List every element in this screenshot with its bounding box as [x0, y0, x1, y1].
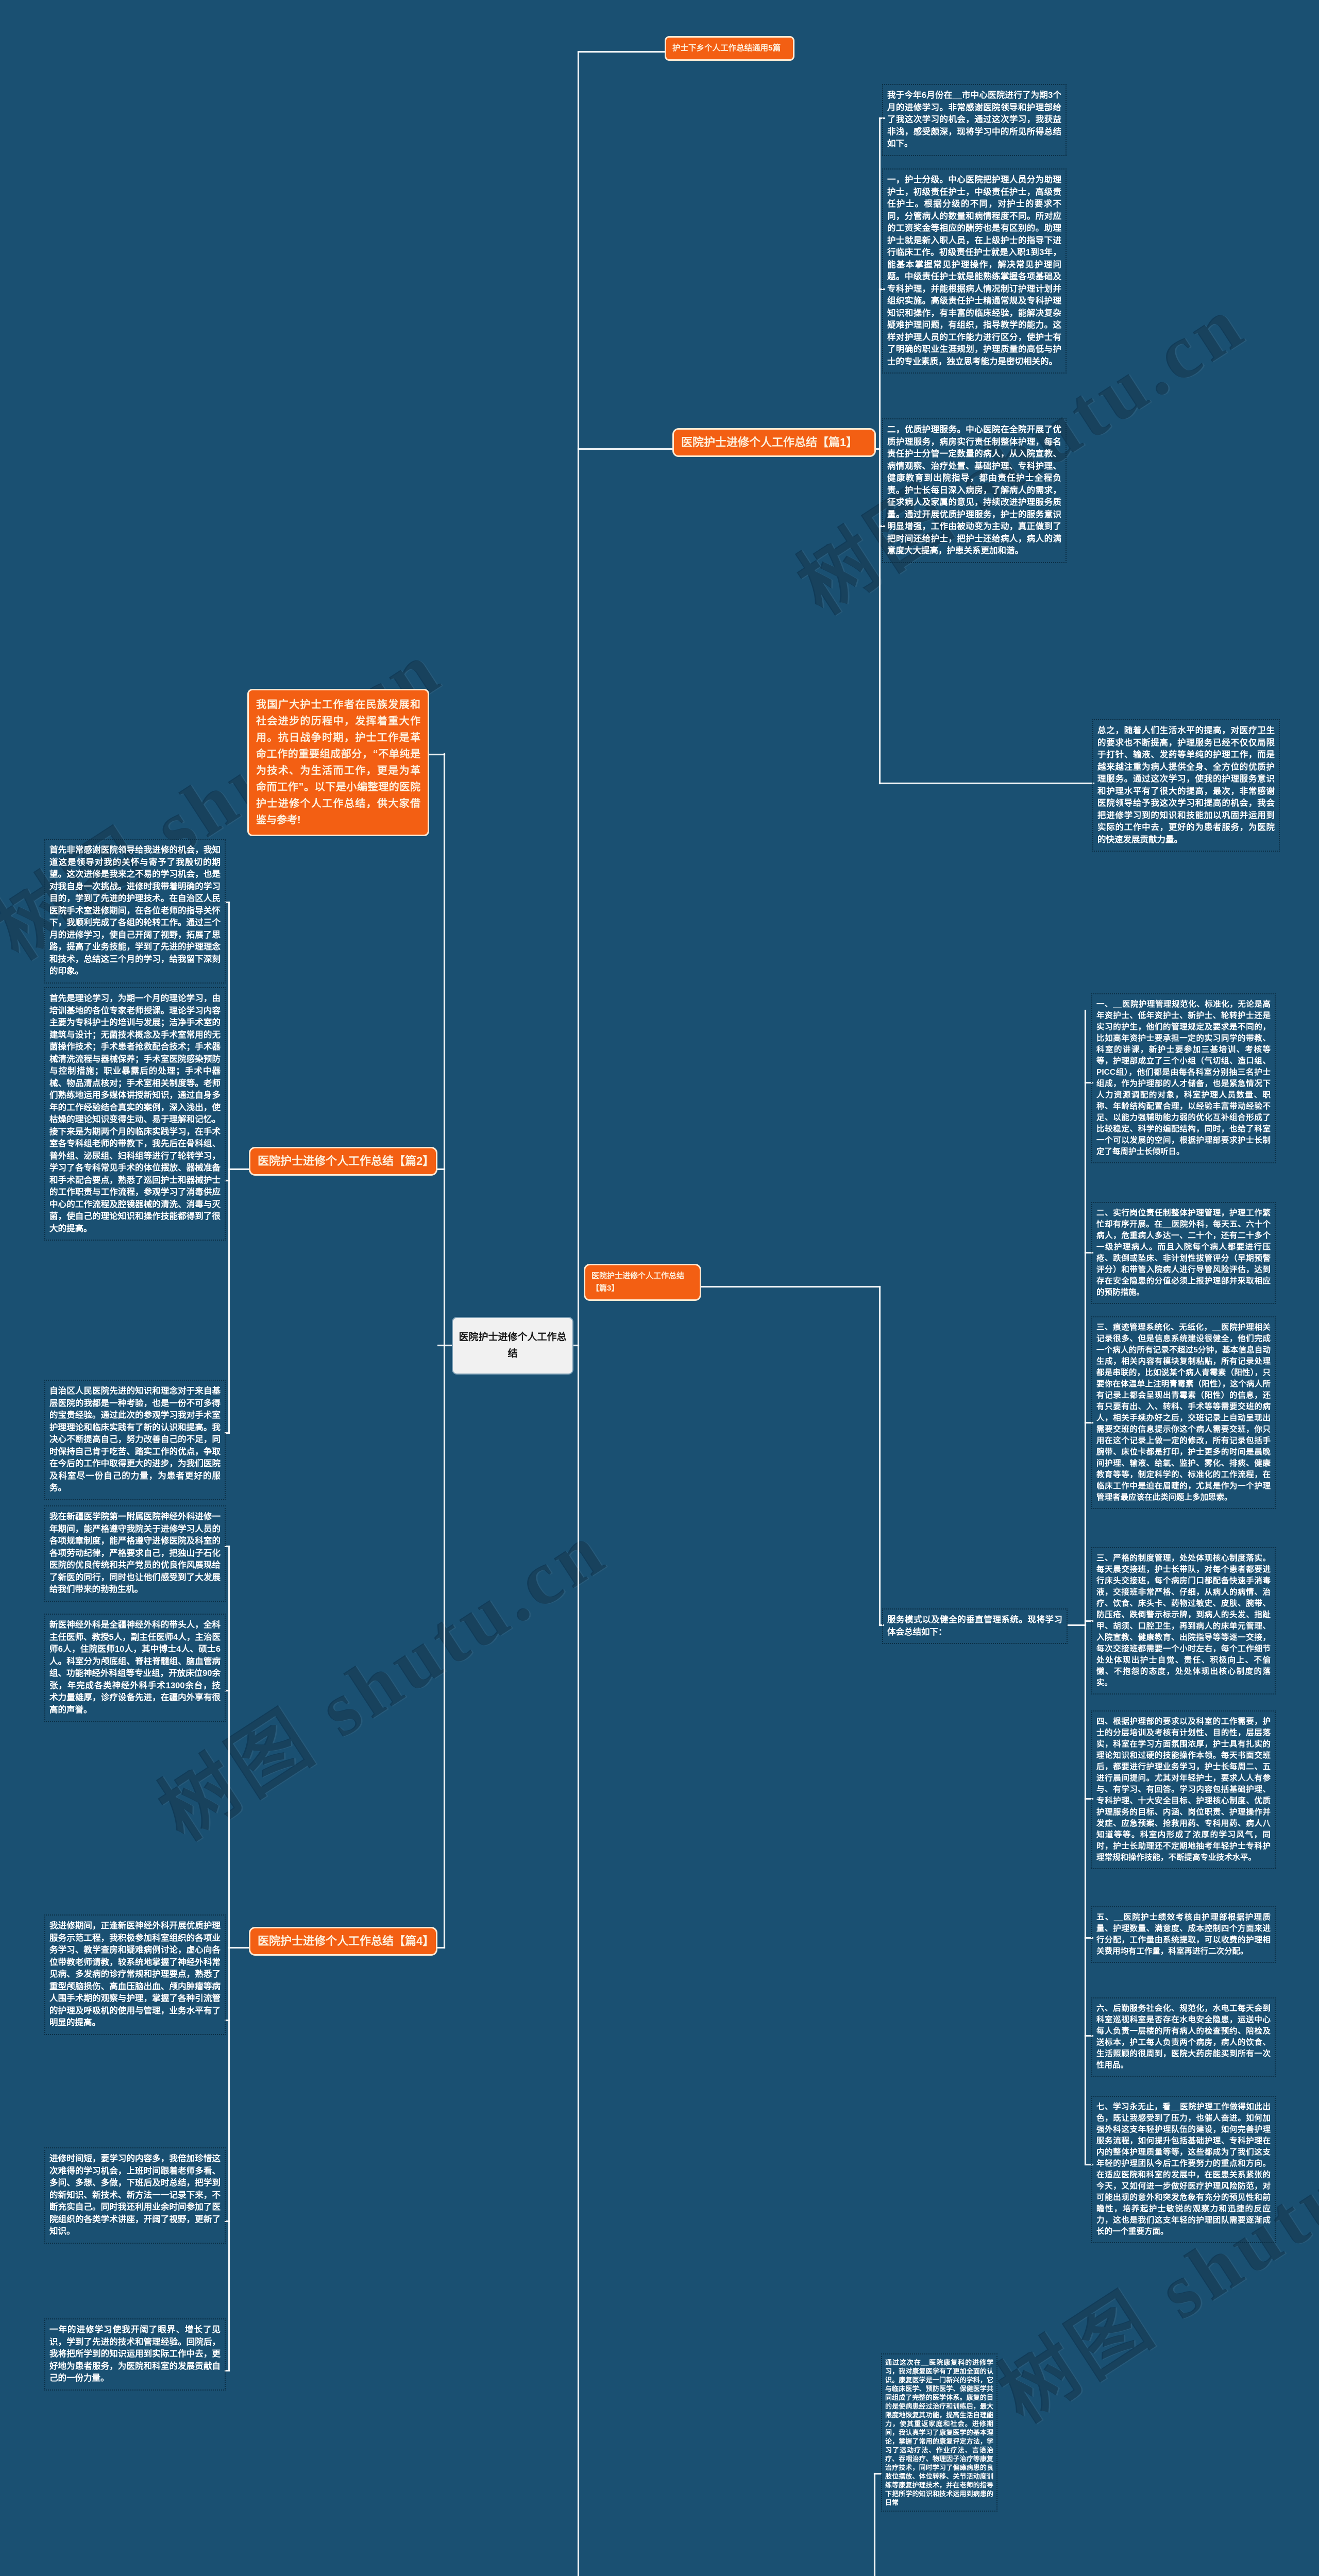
- connector-line: [437, 1345, 453, 1346]
- central-topic-node[interactable]: 医院护士进修个人工作总结: [452, 1317, 573, 1375]
- connector-line: [874, 2473, 882, 2475]
- paragraph-node[interactable]: 服务模式以及健全的垂直管理系统。现将学习体会总结如下：: [882, 1608, 1068, 1644]
- branch-title-3[interactable]: 医院护士进修个人工作总结【篇3】: [584, 1264, 701, 1301]
- branch-title-1[interactable]: 医院护士进修个人工作总结【篇1】: [672, 428, 876, 457]
- connector-line: [573, 1345, 579, 1346]
- connector-line: [1085, 1422, 1093, 1423]
- connector-line: [429, 754, 445, 755]
- connector-line: [879, 783, 1094, 784]
- connector-line: [225, 902, 230, 903]
- watermark: 树图 shutu.cn: [0, 2565, 454, 2576]
- paragraph-node[interactable]: 我在新疆医学院第一附属医院神经外科进修一年期间，能严格遵守我院关于进修学习人员的…: [44, 1505, 226, 1602]
- paragraph-node[interactable]: 一年的进修学习使我开阔了眼界、增长了见识，学到了先进的技术和管理经验。回院后，我…: [44, 2318, 226, 2391]
- paragraph-node[interactable]: 五、__医院护士绩效考核由护理部根据护理质量、护理数量、满意度、成本控制四个方面…: [1091, 1906, 1276, 1963]
- connector-line: [1085, 2035, 1093, 2037]
- connector-line: [578, 51, 666, 53]
- connector-line: [874, 2473, 875, 2576]
- connector-line: [225, 1432, 230, 1434]
- connector-line: [228, 1168, 250, 1170]
- connector-line: [876, 448, 881, 450]
- top-title-node[interactable]: 护士下乡个人工作总结通用5篇: [665, 36, 794, 61]
- connector-line: [1085, 1010, 1086, 2164]
- paragraph-node[interactable]: 二，优质护理服务。中心医院在全院开展了优质护理服务，病房实行责任制整体护理，每名…: [882, 418, 1067, 563]
- connector-line: [225, 2221, 230, 2222]
- paragraph-node[interactable]: 七、学习永无止，看__医院护理工作做得如此出色，既让我感受到了压力，也催人奋进。…: [1091, 2096, 1276, 2243]
- paragraph-node[interactable]: 新医神经外科是全疆神经外科的带头人，全科主任医师、教授5人，副主任医师4人，主治…: [44, 1614, 226, 1722]
- paragraph-node[interactable]: 我进修期间，正逢新医神经外科开展优质护理服务示范工程，我积极参加科室组织的各项业…: [44, 1914, 226, 2035]
- connector-line: [225, 2370, 230, 2371]
- paragraph-node[interactable]: 我于今年6月份在__市中心医院进行了为期3个月的进修学习。非常感谢医院领导和护理…: [882, 84, 1067, 156]
- connector-line: [879, 1286, 881, 1626]
- central-topic-label: 医院护士进修个人工作总结: [459, 1332, 567, 1359]
- paragraph-node[interactable]: 自治区人民医院先进的知识和理念对于来自基层医院的我都是一种考验，也是一份不可多得…: [44, 1380, 226, 1500]
- paragraph-node[interactable]: 总之，随着人们生活水平的提高，对医疗卫生的要求也不断提高，护理服务已经不仅仅局限…: [1092, 719, 1280, 852]
- paragraph-node[interactable]: 首先非常感谢医院领导给我进修的机会，我知道这是领导对我的关怀与寄予了我殷切的期望…: [44, 839, 226, 984]
- connector-line: [1085, 1082, 1093, 1083]
- connector-line: [437, 1947, 445, 1948]
- connector-line: [1085, 1798, 1093, 1800]
- paragraph-node[interactable]: 通过这次在__医院康复科的进修学习，我对康复医学有了更加全面的认识。康复医学是一…: [881, 2353, 997, 2512]
- paragraph-node[interactable]: 三、痕迹管理系统化、无纸化，__医院护理相关记录很多、但是信息系统建设很健全，他…: [1091, 1316, 1276, 1509]
- connector-line: [437, 1168, 445, 1170]
- connector-line: [1085, 1620, 1093, 1622]
- connector-line: [1085, 1937, 1093, 1939]
- connector-line: [444, 753, 445, 1948]
- paragraph-node[interactable]: 六、后勤服务社会化、规范化，水电工每天会到科室巡视科室是否存在水电安全隐患，运送…: [1091, 1997, 1276, 2077]
- paragraph-node[interactable]: 一、__医院护理管理规范化、标准化，无论是高年资护士、低年资护士、新护士、轮转护…: [1091, 993, 1276, 1163]
- paragraph-node[interactable]: 首先是理论学习，为期一个月的理论学习，由培训基地的各位专家老师授课。理论学习内容…: [44, 987, 226, 1241]
- connector-line: [225, 1690, 230, 1691]
- paragraph-node[interactable]: 三、严格的制度管理，处处体现核心制度落实。每天晨交接班，护士长带队，对每个患者都…: [1091, 1547, 1276, 1694]
- connector-line: [1068, 1624, 1086, 1626]
- branch-title-4[interactable]: 医院护士进修个人工作总结【篇4】: [249, 1927, 437, 1956]
- connector-line: [701, 1286, 881, 1287]
- connector-line: [879, 1624, 884, 1626]
- connector-line: [228, 902, 230, 1433]
- connector-line: [225, 2020, 230, 2021]
- intro-note-node[interactable]: 我国广大护士工作者在民族发展和社会进步的历程中，发挥着重大作用。抗日战争时期，护…: [247, 689, 429, 836]
- connector-line: [578, 52, 579, 2576]
- paragraph-node[interactable]: 一，护士分级。中心医院把护理人员分为助理护士，初级责任护士，中级责任护士，高级责…: [882, 168, 1067, 374]
- connector-line: [1085, 2164, 1093, 2165]
- connector-line: [228, 1546, 230, 2371]
- connector-line: [225, 1180, 230, 1181]
- paragraph-node[interactable]: 二、实行岗位责任制整体护理管理，护理工作繁忙却有序开展。在__医院外科，每天五、…: [1091, 1202, 1276, 1304]
- connector-line: [879, 117, 881, 784]
- paragraph-node[interactable]: 进修时间短，要学习的内容多，我倍加珍惜这次难得的学习机会，上班时间跟着老师多看、…: [44, 2147, 226, 2244]
- paragraph-node[interactable]: 四、根据护理部的要求以及科室的工作需要，护士的分层培训及考核有计划性、目的性，层…: [1091, 1710, 1276, 1869]
- connector-line: [225, 1546, 230, 1547]
- connector-line: [1085, 1252, 1093, 1253]
- connector-line: [578, 448, 674, 450]
- branch-title-2[interactable]: 医院护士进修个人工作总结【篇2】: [249, 1147, 437, 1176]
- connector-line: [228, 1947, 250, 1948]
